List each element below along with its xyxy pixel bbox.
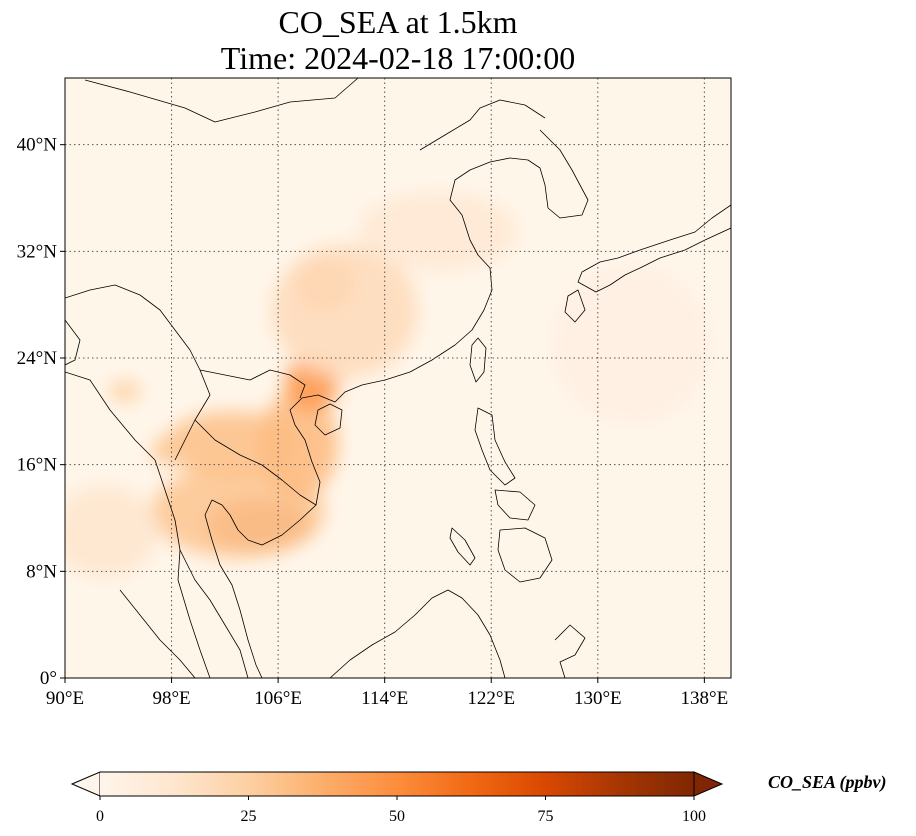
colorbar-tick-label: 25 bbox=[241, 808, 257, 825]
colorbar: 0 25 50 75 100 CO_SEA (ppbv) bbox=[70, 771, 887, 825]
latitude-axis: 0° 8°N 16°N 24°N 32°N 40°N bbox=[17, 135, 65, 689]
colorbar-tick-label: 0 bbox=[96, 808, 104, 825]
sulawesi-coast bbox=[554, 624, 586, 678]
lon-tick-label: 90°E bbox=[46, 688, 84, 709]
malay-peninsula bbox=[179, 549, 249, 678]
plume-9 bbox=[108, 380, 141, 403]
coastlines-and-borders bbox=[65, 78, 731, 678]
palawan-island bbox=[449, 527, 476, 566]
plume-11 bbox=[151, 438, 179, 465]
laos-vietnam-border bbox=[199, 369, 306, 399]
lon-tick-label: 106°E bbox=[254, 688, 302, 709]
plume-4 bbox=[258, 391, 339, 498]
colorbar-tick-label: 100 bbox=[682, 808, 706, 825]
lon-tick-label: 114°E bbox=[361, 688, 408, 709]
colorbar-label: CO_SEA (ppbv) bbox=[768, 772, 887, 793]
myanmar-border bbox=[65, 284, 211, 461]
mongolia-china-border bbox=[419, 99, 546, 151]
lon-tick-label: 130°E bbox=[574, 688, 622, 709]
lat-tick-label: 0° bbox=[40, 668, 57, 689]
gridlines bbox=[65, 78, 731, 678]
concentration-field bbox=[65, 191, 712, 578]
kyushu-island bbox=[564, 289, 586, 323]
title-line-1: CO_SEA at 1.5km bbox=[278, 4, 518, 40]
japan-islands bbox=[577, 204, 731, 293]
colorbar-extend-max bbox=[693, 771, 724, 797]
lat-tick-label: 24°N bbox=[17, 348, 58, 369]
colorbar-extend-min bbox=[70, 771, 101, 797]
lat-tick-label: 32°N bbox=[17, 241, 58, 262]
colorbar-tick-label: 75 bbox=[538, 808, 554, 825]
plume-8 bbox=[358, 191, 518, 272]
thailand-cambodia-border bbox=[194, 419, 317, 506]
plume-10 bbox=[65, 484, 159, 578]
plume-12 bbox=[551, 264, 712, 425]
plume-7 bbox=[271, 244, 418, 378]
andaman-coast bbox=[65, 371, 211, 678]
india-border bbox=[65, 319, 81, 366]
indochina-coast bbox=[204, 394, 336, 678]
colorbar-gradient bbox=[100, 772, 694, 796]
mindanao-island bbox=[497, 527, 553, 583]
hainan-island bbox=[314, 403, 343, 436]
visayas-islands bbox=[494, 489, 536, 521]
lat-tick-label: 8°N bbox=[26, 561, 57, 582]
lon-tick-label: 122°E bbox=[467, 688, 515, 709]
lon-tick-label: 138°E bbox=[681, 688, 729, 709]
colorbar-ticks: 0 25 50 75 100 bbox=[96, 796, 706, 825]
map-frame bbox=[64, 77, 732, 679]
map-area bbox=[65, 78, 731, 678]
longitude-axis: 90°E 98°E 106°E 114°E 122°E 130°E 138°E bbox=[46, 678, 728, 709]
title-line-2: Time: 2024-02-18 17:00:00 bbox=[220, 40, 576, 76]
lon-tick-label: 98°E bbox=[152, 688, 190, 709]
taiwan-island bbox=[469, 337, 487, 383]
lat-tick-label: 40°N bbox=[17, 135, 58, 156]
borneo-coast bbox=[329, 589, 506, 678]
lat-tick-label: 16°N bbox=[17, 455, 58, 476]
luzon-island bbox=[474, 407, 516, 486]
northern-border bbox=[84, 78, 359, 123]
china-east-coast bbox=[334, 161, 493, 403]
colorbar-tick-label: 50 bbox=[389, 808, 405, 825]
korea-coast bbox=[489, 129, 589, 219]
sumatra-coast bbox=[119, 589, 196, 678]
